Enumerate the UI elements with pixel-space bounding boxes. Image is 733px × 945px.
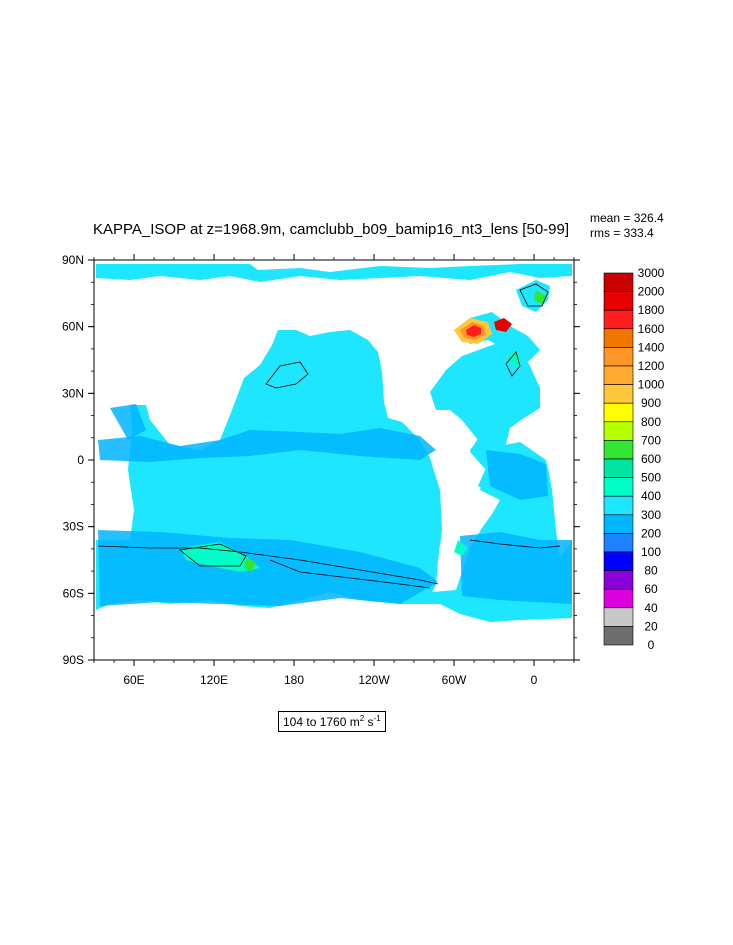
colorbar-box-5	[603, 365, 634, 385]
colorbar-label-16: 80	[644, 564, 658, 578]
x-tick-label-2: 180	[284, 673, 304, 687]
colorbar-label-19: 20	[644, 619, 658, 633]
x-tick-label-3: 120W	[358, 673, 390, 687]
colorbar-label-18: 40	[644, 601, 658, 615]
units-exponent-2: -1	[373, 714, 381, 723]
colorbar-box-19	[603, 626, 634, 646]
contour-lines	[97, 283, 561, 589]
colorbar-box-10	[603, 458, 634, 478]
y-tick-label-0: 90N	[62, 253, 84, 267]
colorbar-box-12	[603, 495, 634, 516]
mean-value: mean = 326.4	[590, 211, 664, 225]
colorbar-label-20: 0	[648, 638, 655, 652]
colorbar-label-5: 1200	[638, 359, 665, 373]
colorbar-box-11	[603, 477, 634, 497]
colorbar-box-8	[603, 421, 634, 441]
colorbar-label-6: 1000	[638, 378, 665, 392]
colorbar-box-15	[603, 551, 634, 571]
colorbar-box-16	[603, 570, 634, 590]
colorbar-box-14	[603, 533, 634, 553]
units-exponent-1: 2	[359, 714, 365, 723]
colorbar-label-0: 3000	[638, 266, 665, 280]
rms-value: rms = 333.4	[590, 226, 654, 240]
colorbar-box-3	[603, 328, 634, 348]
colorbar: 3000200018001600140012001000900800700600…	[603, 266, 665, 652]
colorbar-box-6	[603, 384, 634, 404]
colorbar-label-9: 700	[641, 433, 661, 447]
colorbar-label-14: 200	[641, 526, 661, 540]
colorbar-label-10: 600	[641, 452, 661, 466]
colorbar-label-15: 100	[641, 545, 661, 559]
arctic-ocean	[96, 264, 572, 282]
colorbar-label-8: 800	[641, 415, 661, 429]
colorbar-label-2: 1800	[638, 303, 665, 317]
colorbar-box-17	[603, 588, 634, 609]
colorbar-label-13: 300	[641, 508, 661, 522]
level-high-regions	[244, 290, 546, 572]
colorbar-box-9	[603, 440, 634, 460]
colorbar-box-0	[603, 272, 634, 292]
map-title: KAPPA_ISOP at z=1968.9m, camclubb_b09_ba…	[93, 221, 570, 238]
y-tick-label-4: 30S	[63, 520, 84, 534]
units-text: 104 to 1760 m	[283, 715, 360, 729]
y-tick-label-2: 30N	[62, 386, 84, 400]
y-tick-label-5: 60S	[63, 586, 84, 600]
colorbar-box-18	[603, 607, 634, 627]
units-text-mid: s	[364, 715, 374, 729]
colorbar-label-12: 400	[641, 489, 661, 503]
colorbar-label-17: 60	[644, 582, 658, 596]
colorbar-box-13	[603, 514, 634, 534]
x-tick-label-0: 60E	[123, 673, 144, 687]
colorbar-box-7	[603, 402, 634, 423]
map-stats: mean = 326.4 rms = 333.4	[590, 211, 664, 241]
x-tick-label-4: 60W	[442, 673, 467, 687]
x-tick-label-1: 120E	[200, 673, 228, 687]
units-label: 104 to 1760 m2 s-1	[278, 711, 386, 732]
y-tick-label-6: 90S	[63, 653, 84, 667]
colorbar-box-1	[603, 291, 634, 311]
x-tick-label-5: 0	[531, 673, 538, 687]
colorbar-label-11: 500	[641, 471, 661, 485]
colorbar-box-2	[603, 309, 634, 330]
y-tick-label-1: 60N	[62, 320, 84, 334]
colorbar-label-1: 2000	[638, 285, 665, 299]
colorbar-label-7: 900	[641, 396, 661, 410]
y-tick-label-3: 0	[77, 453, 84, 467]
labrador-hotspot	[454, 318, 512, 344]
colorbar-label-3: 1600	[638, 322, 665, 336]
colorbar-label-4: 1400	[638, 340, 665, 354]
map-axes: 90N 60N 30N 0 30S 60S 90S 60E 120E 180 120W 60W 0	[62, 253, 580, 687]
level-500-regions	[180, 350, 522, 572]
colorbar-box-4	[603, 347, 634, 367]
